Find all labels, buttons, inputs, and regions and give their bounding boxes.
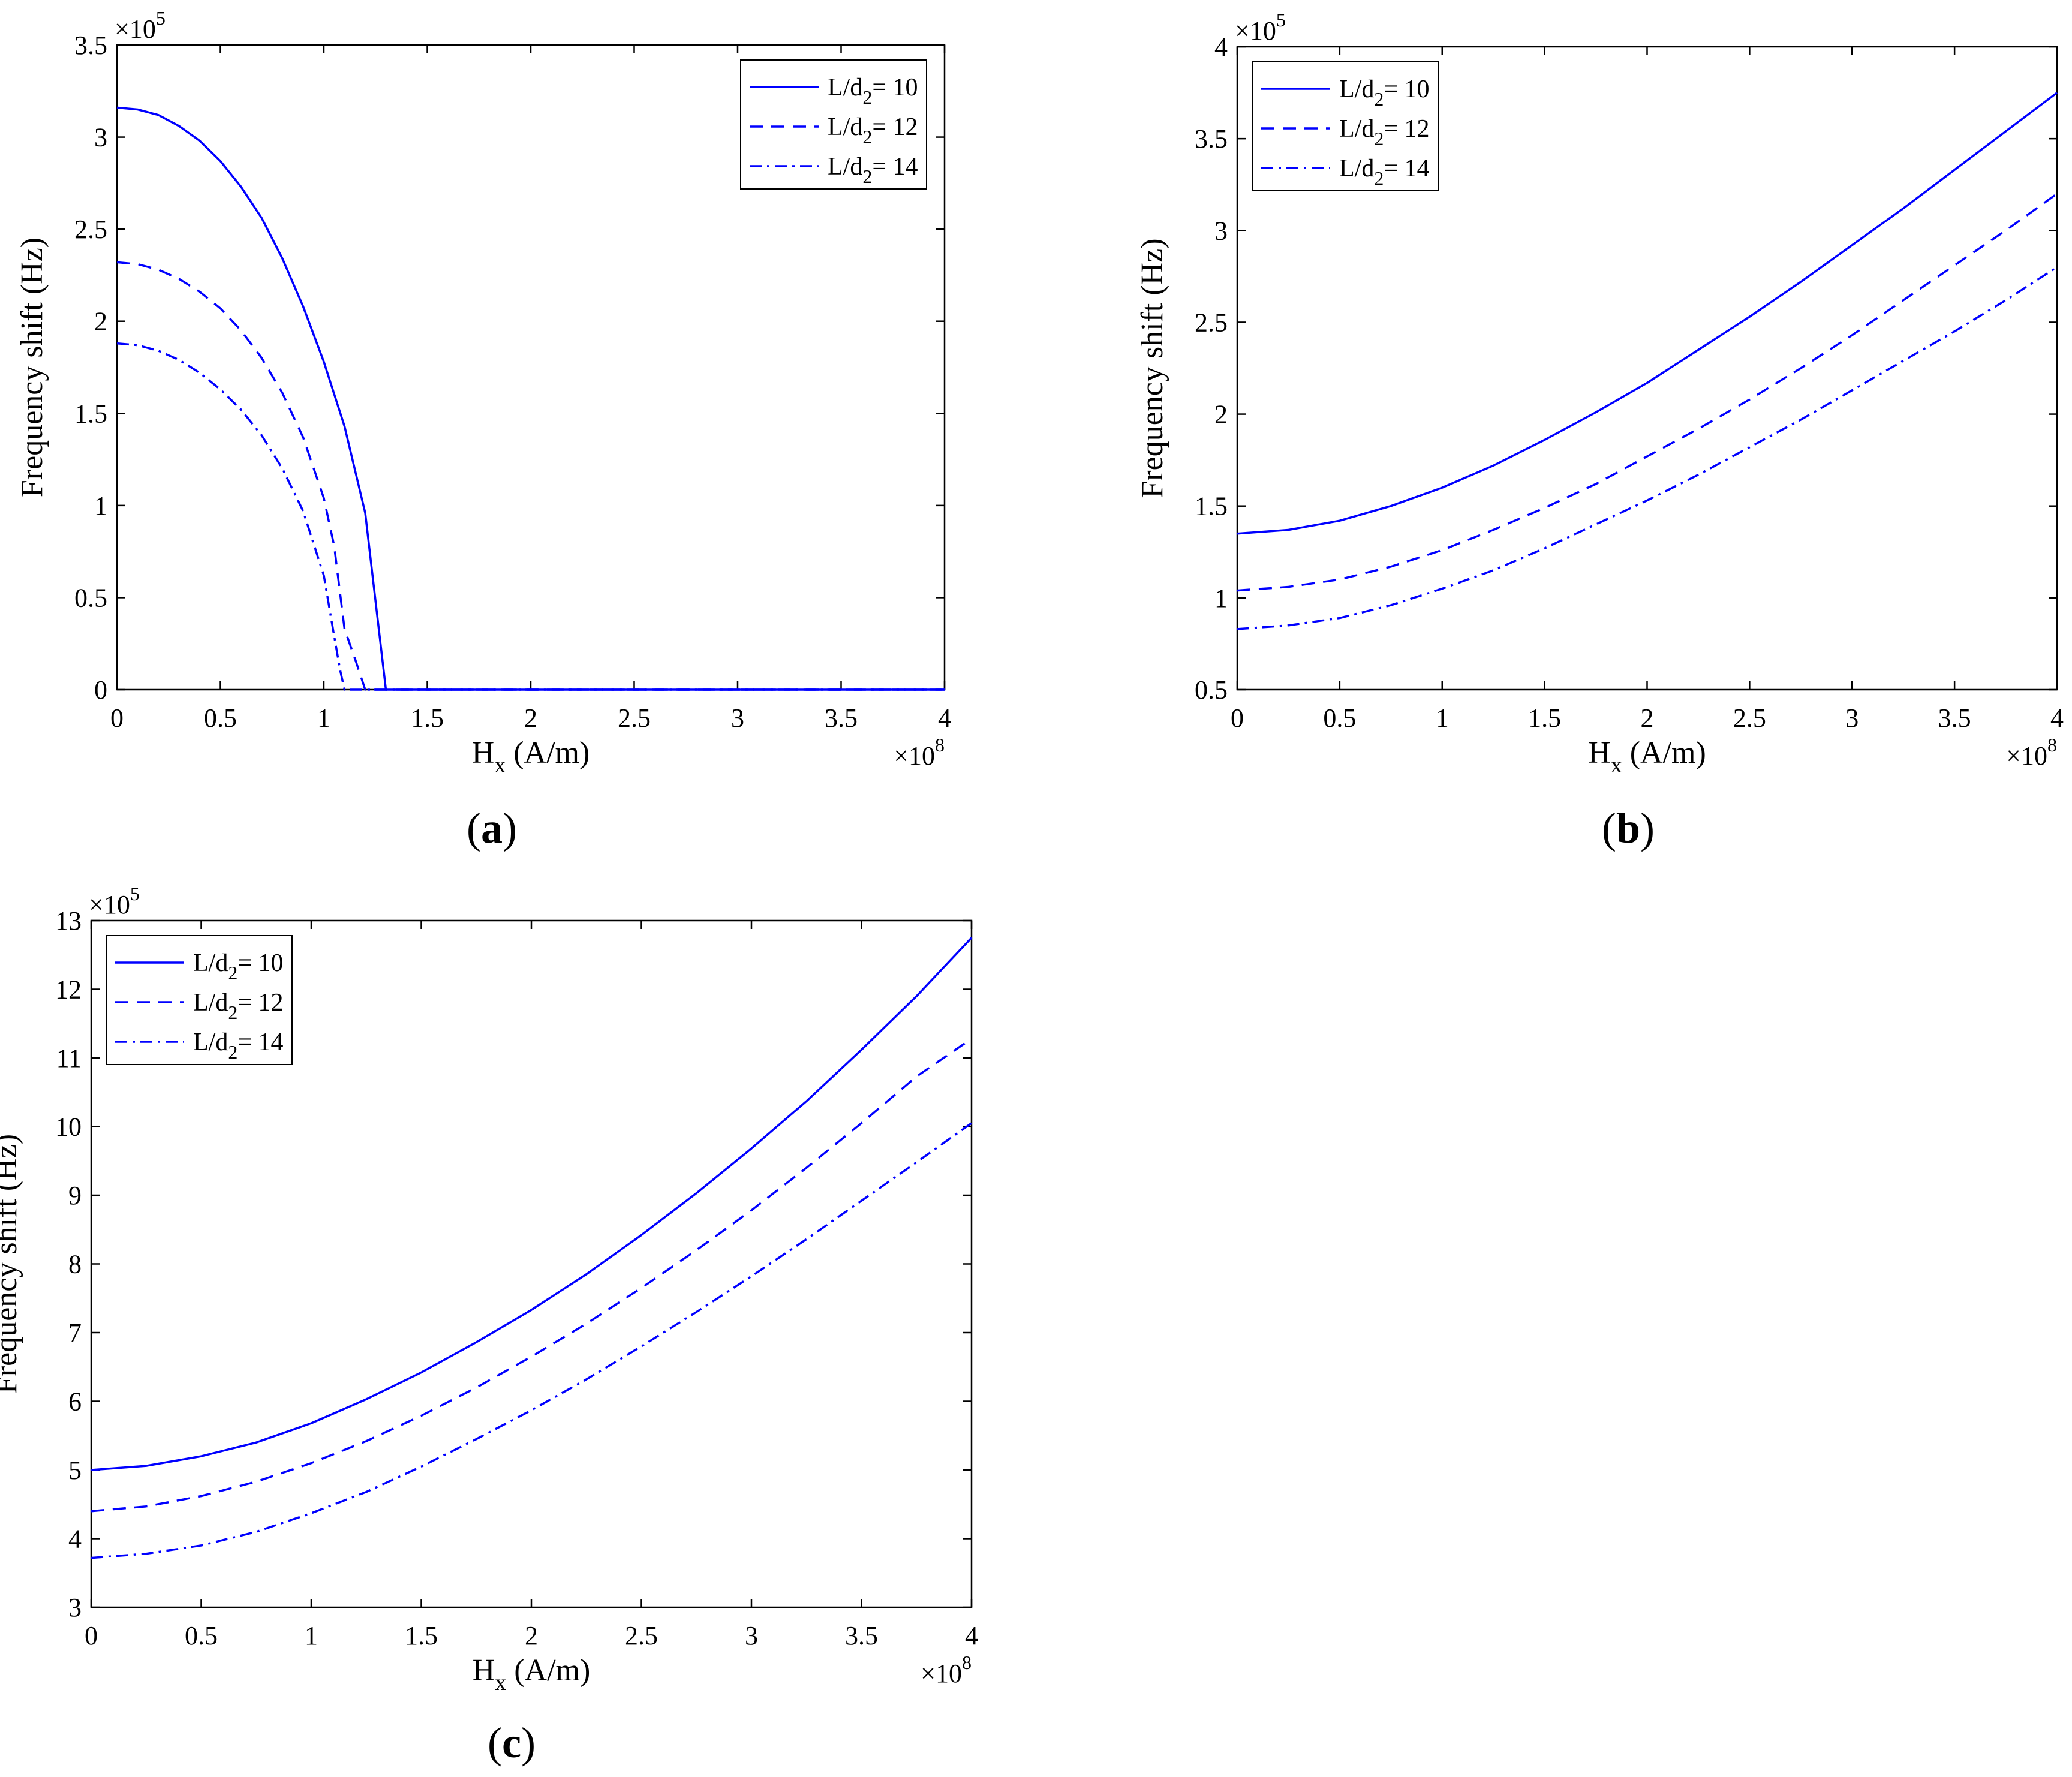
x-axis-label: Hx (A/m) bbox=[473, 1653, 591, 1695]
y-tick-label: 5 bbox=[68, 1456, 82, 1485]
x-tick-label: 2.5 bbox=[1733, 703, 1766, 733]
y-tick-label: 6 bbox=[68, 1387, 82, 1417]
y-tick-label: 0 bbox=[94, 675, 107, 705]
y-tick-label: 1 bbox=[1214, 584, 1228, 613]
y-tick-label: 13 bbox=[55, 906, 82, 936]
legend: L/d2= 10 L/d2= 12 L/d2= 14 bbox=[1252, 61, 1439, 191]
x-tick-label: 4 bbox=[2050, 703, 2064, 733]
series-line-10 bbox=[116, 106, 945, 691]
chart-panel-b: 0 0.5 1 1.5 2 2.5 3 3.5 40.511.522.533.54×105×10… bbox=[1135, 9, 2064, 852]
y-tick-label: 3 bbox=[94, 123, 107, 152]
x-tick-label: 3 bbox=[731, 703, 744, 733]
x-tick-label: 1 bbox=[305, 1621, 318, 1650]
x-tick-label: 1.5 bbox=[1528, 703, 1561, 733]
y-tick-label: 3 bbox=[1214, 216, 1228, 245]
series-line-12 bbox=[116, 261, 945, 691]
series-line-10 bbox=[91, 937, 973, 1471]
chart-panel-a: 0 0.5 1 1.5 2 2.5 3 3.5 4 0 0.5 1 1.5 2 2.5 3 3.5 ×105 ×10… bbox=[15, 7, 951, 852]
x-tick-label: 0 bbox=[85, 1621, 98, 1650]
x-tick-label: 3 bbox=[745, 1621, 758, 1650]
panel-label: (a) bbox=[467, 804, 517, 852]
y-tick-label: 3.5 bbox=[1195, 124, 1228, 154]
x-tick-label: 1.5 bbox=[405, 1621, 438, 1650]
x-tick-label: 2 bbox=[1641, 703, 1654, 733]
y-tick-label: 2 bbox=[94, 307, 107, 336]
chart-panel-c: 0 0.5 1 1.5 2 2.5 3 3.5 4 3 4 5 6 7 8 9 10 11 12 13×105 ×108… bbox=[0, 883, 978, 1767]
x-tick-label: 2 bbox=[525, 1621, 538, 1650]
x-axis-multiplier: ×108 bbox=[921, 1652, 972, 1688]
x-tick-label: 0 bbox=[110, 703, 124, 733]
y-axis-label: Frequency shift (Hz) bbox=[1135, 238, 1169, 498]
y-axis-multiplier: ×105 bbox=[115, 7, 166, 44]
y-tick-label: 2.5 bbox=[1195, 308, 1228, 337]
y-tick-label: 11 bbox=[56, 1044, 82, 1073]
x-tick-label: 2 bbox=[524, 703, 537, 733]
y-axis-multiplier: ×105 bbox=[1235, 9, 1286, 46]
legend-entry-label: L/d2= 12 bbox=[1339, 115, 1430, 149]
y-tick-label: 8 bbox=[68, 1250, 82, 1279]
series-line-12 bbox=[1237, 193, 2058, 592]
x-axis-multiplier: ×108 bbox=[894, 734, 945, 771]
panel-label: (c) bbox=[488, 1719, 536, 1767]
panel-label: (b) bbox=[1602, 804, 1655, 852]
y-tick-label: 10 bbox=[55, 1112, 82, 1142]
x-tick-label: 0 bbox=[1231, 703, 1244, 733]
x-tick-label: 1 bbox=[317, 703, 330, 733]
x-tick-label: 2.5 bbox=[625, 1621, 658, 1650]
y-tick-label: 1.5 bbox=[1195, 492, 1228, 521]
series-line-12 bbox=[91, 1038, 972, 1513]
legend-box bbox=[106, 935, 293, 1065]
x-axis-label: Hx (A/m) bbox=[1588, 736, 1706, 778]
x-tick-label: 4 bbox=[965, 1621, 978, 1650]
y-tick-label: 3.5 bbox=[74, 31, 107, 60]
y-tick-label: 12 bbox=[55, 975, 82, 1005]
y-tick-label: 2 bbox=[1214, 400, 1228, 429]
y-tick-label: 4 bbox=[1214, 32, 1228, 62]
legend-box bbox=[740, 59, 927, 190]
legend: L/d2= 10 L/d2= 12 L/d2= 14 bbox=[740, 59, 927, 190]
legend-box bbox=[1252, 61, 1439, 191]
x-tick-label: 1.5 bbox=[411, 703, 444, 733]
y-tick-label: 1 bbox=[94, 491, 107, 521]
legend-entry-label: L/d2= 10 bbox=[193, 949, 284, 984]
legend: L/d2= 10 L/d2= 12 L/d2= 14 bbox=[106, 935, 293, 1065]
x-tick-label: 0.5 bbox=[204, 703, 237, 733]
x-axis-label: Hx (A/m) bbox=[472, 736, 590, 778]
legend-entry-label: L/d2= 14 bbox=[193, 1029, 284, 1063]
series-line-14 bbox=[91, 1122, 973, 1559]
series-line-14 bbox=[1237, 266, 2058, 630]
x-tick-label: 1 bbox=[1436, 703, 1449, 733]
y-tick-label: 0.5 bbox=[1195, 675, 1228, 705]
legend-entry-label: L/d2= 10 bbox=[828, 74, 918, 108]
legend-entry-label: L/d2= 14 bbox=[828, 153, 918, 187]
y-tick-label: 7 bbox=[68, 1318, 82, 1348]
y-axis-label: Frequency shift (Hz) bbox=[15, 237, 49, 497]
x-axis-multiplier: ×108 bbox=[2006, 734, 2057, 771]
legend-entry-label: L/d2= 12 bbox=[828, 113, 918, 148]
y-tick-label: 4 bbox=[68, 1525, 82, 1554]
x-tick-label: 0.5 bbox=[1323, 703, 1356, 733]
legend-entry-label: L/d2= 10 bbox=[1339, 76, 1430, 110]
x-tick-label: 2.5 bbox=[618, 703, 651, 733]
y-tick-label: 2.5 bbox=[74, 215, 107, 244]
x-tick-label: 3.5 bbox=[1938, 703, 1971, 733]
x-tick-label: 3.5 bbox=[825, 703, 858, 733]
x-tick-label: 4 bbox=[938, 703, 951, 733]
legend-entry-label: L/d2= 14 bbox=[1339, 155, 1430, 189]
x-tick-label: 3 bbox=[1845, 703, 1859, 733]
y-axis-label: Frequency shift (Hz) bbox=[0, 1134, 23, 1394]
y-tick-label: 0.5 bbox=[74, 583, 107, 612]
y-tick-label: 9 bbox=[68, 1181, 82, 1210]
x-tick-label: 0.5 bbox=[185, 1621, 218, 1650]
series-line-14 bbox=[116, 342, 945, 691]
y-axis-multiplier: ×105 bbox=[89, 883, 140, 919]
y-tick-label: 3 bbox=[68, 1593, 82, 1622]
y-tick-label: 1.5 bbox=[74, 399, 107, 428]
series-line-10 bbox=[1237, 92, 2058, 535]
legend-entry-label: L/d2= 12 bbox=[193, 989, 284, 1023]
x-tick-label: 3.5 bbox=[845, 1621, 878, 1650]
